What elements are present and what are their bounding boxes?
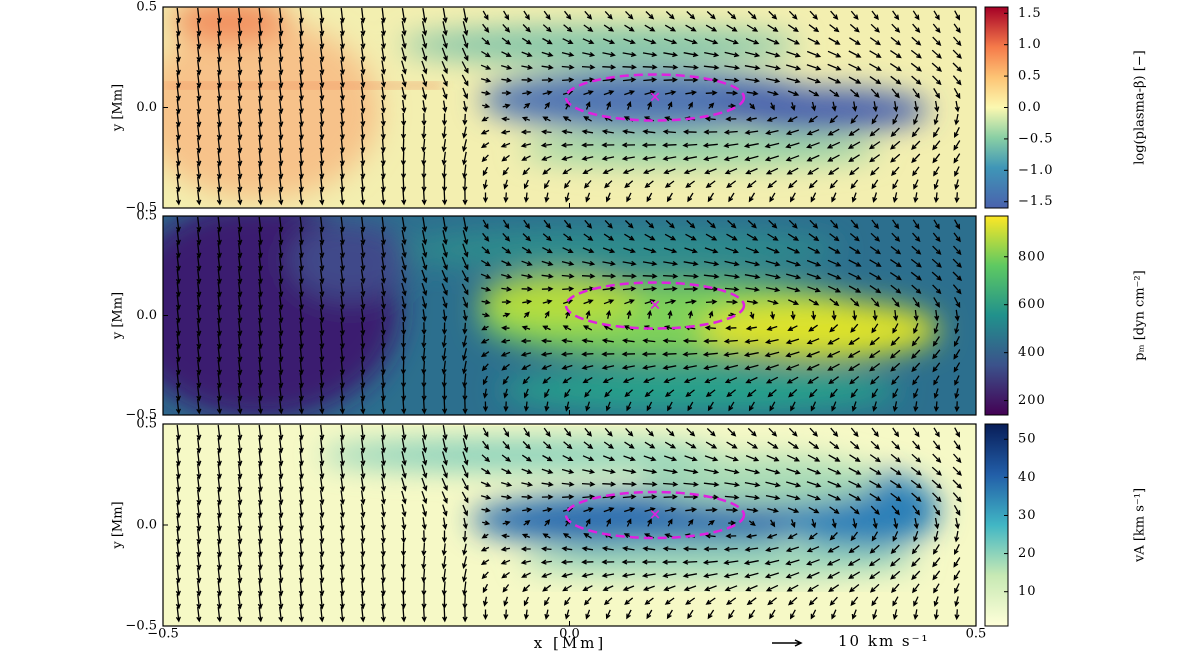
y-axis-label: y [Mm] [111, 292, 126, 340]
colorbar-tick-label: 800 [1018, 249, 1046, 264]
colorbar [984, 215, 1009, 416]
arrow-key [772, 639, 803, 647]
colorbar-tick-label: 30 [1018, 508, 1037, 523]
center-marker: × [649, 88, 662, 106]
velocity-arrows [175, 7, 963, 206]
colorbar-tick-label: −1.5 [1018, 194, 1054, 209]
y-tick-label: 0.5 [136, 209, 157, 224]
loop-contour [564, 281, 746, 330]
x-tick-label: 0.5 [966, 627, 987, 642]
colorbar-tick-label: 600 [1018, 297, 1046, 312]
colorbar-tick-label: 40 [1018, 470, 1037, 485]
y-tick-label: 0.5 [136, 0, 157, 15]
colorbar-tick-label: 0.0 [1018, 100, 1042, 115]
colorbar-label: log(plasma-β) [−] [1133, 50, 1148, 165]
y-tick-label: 0.0 [136, 308, 157, 323]
y-tick-label: −0.5 [125, 619, 157, 634]
y-axis-label: y [Mm] [111, 84, 126, 132]
center-marker: × [649, 296, 662, 314]
colorbar-label: pₘ [dyn cm⁻²] [1133, 270, 1148, 360]
x-tick-label: −0.5 [147, 627, 179, 642]
x-tick-label: 0.0 [559, 627, 580, 642]
y-tick-label: 0.0 [136, 100, 157, 115]
loop-contour [564, 73, 746, 122]
colorbar-tick-label: 50 [1018, 432, 1037, 447]
colorbar-tick-label: −1.0 [1018, 163, 1054, 178]
colorbar-tick-label: 1.5 [1018, 6, 1042, 21]
y-tick-label: 0.0 [136, 518, 157, 533]
colorbar-tick-label: 10 [1018, 584, 1037, 599]
velocity-arrows [175, 424, 963, 623]
x-axis-label: x [Mm] [534, 634, 607, 652]
y-tick-label: −0.5 [125, 201, 157, 216]
y-tick-label: −0.5 [125, 408, 157, 423]
colorbar-tick-label: 400 [1018, 345, 1046, 360]
center-marker: × [649, 505, 662, 523]
y-axis-label: y [Mm] [111, 501, 126, 549]
colorbar-tick-label: 200 [1018, 393, 1046, 408]
colorbar-tick-label: 1.0 [1018, 37, 1042, 52]
arrow-key-label: 10 km s⁻¹ [838, 632, 930, 650]
colorbar-tick-label: 0.5 [1018, 69, 1042, 84]
colorbar-tick-label: 20 [1018, 546, 1037, 561]
colorbar-label: vA [km s⁻¹] [1133, 488, 1148, 563]
colorbar [984, 423, 1009, 627]
velocity-arrows [175, 216, 963, 415]
loop-contour [564, 490, 746, 540]
y-tick-label: 0.5 [136, 417, 157, 432]
colorbar-tick-label: −0.5 [1018, 131, 1054, 146]
field [163, 7, 976, 208]
field [163, 216, 976, 415]
